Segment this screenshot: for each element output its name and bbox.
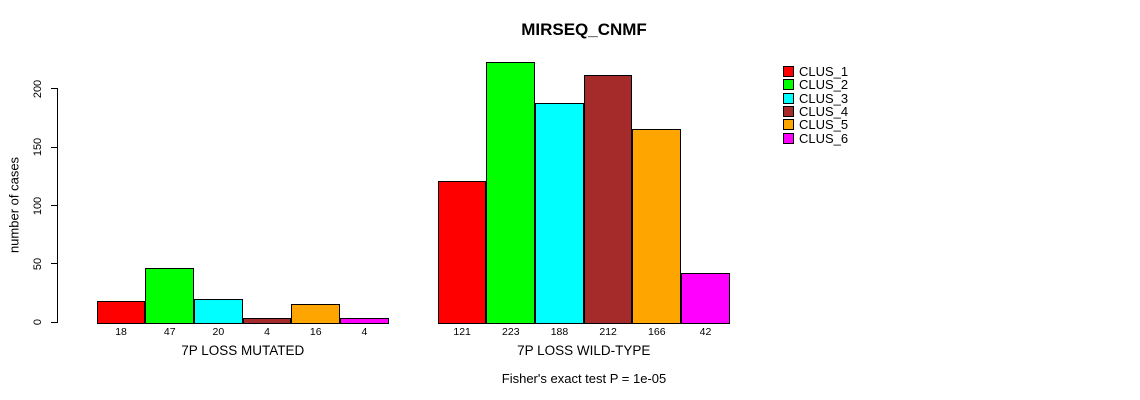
y-axis-tick: [51, 146, 58, 148]
legend-label: CLUS_3: [799, 90, 849, 106]
bar-clus_5-wildtype: [632, 128, 682, 324]
legend-swatch-icon: [783, 79, 794, 91]
y-axis-tick: [51, 88, 58, 90]
bar-clus_6-mutated: [340, 317, 389, 324]
bar-value-label: 4: [264, 326, 270, 338]
bar-clus_2-wildtype: [486, 61, 536, 324]
bar-clus_5-mutated: [291, 303, 341, 324]
legend-swatch-icon: [783, 92, 794, 104]
bar-value-label: 4: [361, 326, 368, 338]
y-axis-line: [57, 88, 59, 323]
legend-label: CLUS_1: [799, 64, 849, 80]
legend-item-clus_6: CLUS_6: [783, 132, 848, 145]
y-axis-tick: [51, 204, 58, 207]
y-axis-tick-label: 150: [32, 137, 44, 157]
fisher-test-caption: Fisher's exact test P = 1e-05: [501, 371, 667, 386]
legend-swatch-icon: [783, 66, 794, 78]
bar-value-label: 20: [212, 326, 225, 338]
legend-swatch-icon: [783, 119, 794, 131]
bar-clus_3-wildtype: [535, 102, 584, 324]
legend-item-clus_5: CLUS_5: [783, 118, 848, 131]
bar-clus_4-wildtype: [583, 74, 633, 324]
bar-clus_1-wildtype: [437, 181, 487, 324]
bar-clus_6-wildtype: [681, 273, 730, 324]
y-axis-tick-label: 0: [32, 319, 44, 326]
bar-value-label: 42: [699, 326, 712, 338]
bar-clus_1-mutated: [96, 301, 146, 324]
legend-item-clus_4: CLUS_4: [783, 105, 848, 118]
legend-label: CLUS_2: [799, 77, 849, 93]
legend: CLUS_1 CLUS_2 CLUS_3 CLUS_4 CLUS_5 CLUS_6: [783, 65, 848, 145]
chart-title: MIRSEQ_CNMF: [521, 20, 647, 39]
bar-value-label: 223: [502, 326, 520, 338]
bar-clus_2-mutated: [145, 267, 195, 324]
y-axis-tick-label: 50: [32, 257, 44, 271]
x-group-label: 7P LOSS WILD-TYPE: [517, 343, 651, 358]
bar-value-label: 18: [115, 326, 127, 338]
y-axis-tick-label: 100: [32, 196, 44, 215]
bar-clus_3-mutated: [194, 299, 243, 324]
legend-label: CLUS_5: [799, 117, 849, 133]
bar-value-label: 47: [163, 326, 176, 338]
bar-value-label: 188: [550, 326, 569, 338]
bar-value-label: 166: [648, 326, 666, 338]
y-axis-tick-label: 200: [32, 79, 44, 98]
legend-item-clus_1: CLUS_1: [783, 65, 848, 78]
bar-value-label: 16: [309, 326, 322, 338]
legend-item-clus_2: CLUS_2: [783, 78, 848, 91]
legend-label: CLUS_6: [799, 130, 849, 146]
legend-swatch-icon: [783, 106, 794, 118]
bar-clus_4-mutated: [242, 317, 292, 324]
legend-swatch-icon: [783, 132, 794, 144]
bar-value-label: 212: [599, 326, 617, 338]
legend-label: CLUS_4: [799, 104, 849, 120]
x-group-label: 7P LOSS MUTATED: [181, 343, 305, 358]
y-axis-label: number of cases: [6, 156, 22, 254]
y-axis-tick: [51, 263, 58, 265]
bar-value-label: 121: [453, 326, 471, 338]
y-axis-tick: [51, 321, 58, 323]
legend-item-clus_3: CLUS_3: [783, 92, 848, 105]
